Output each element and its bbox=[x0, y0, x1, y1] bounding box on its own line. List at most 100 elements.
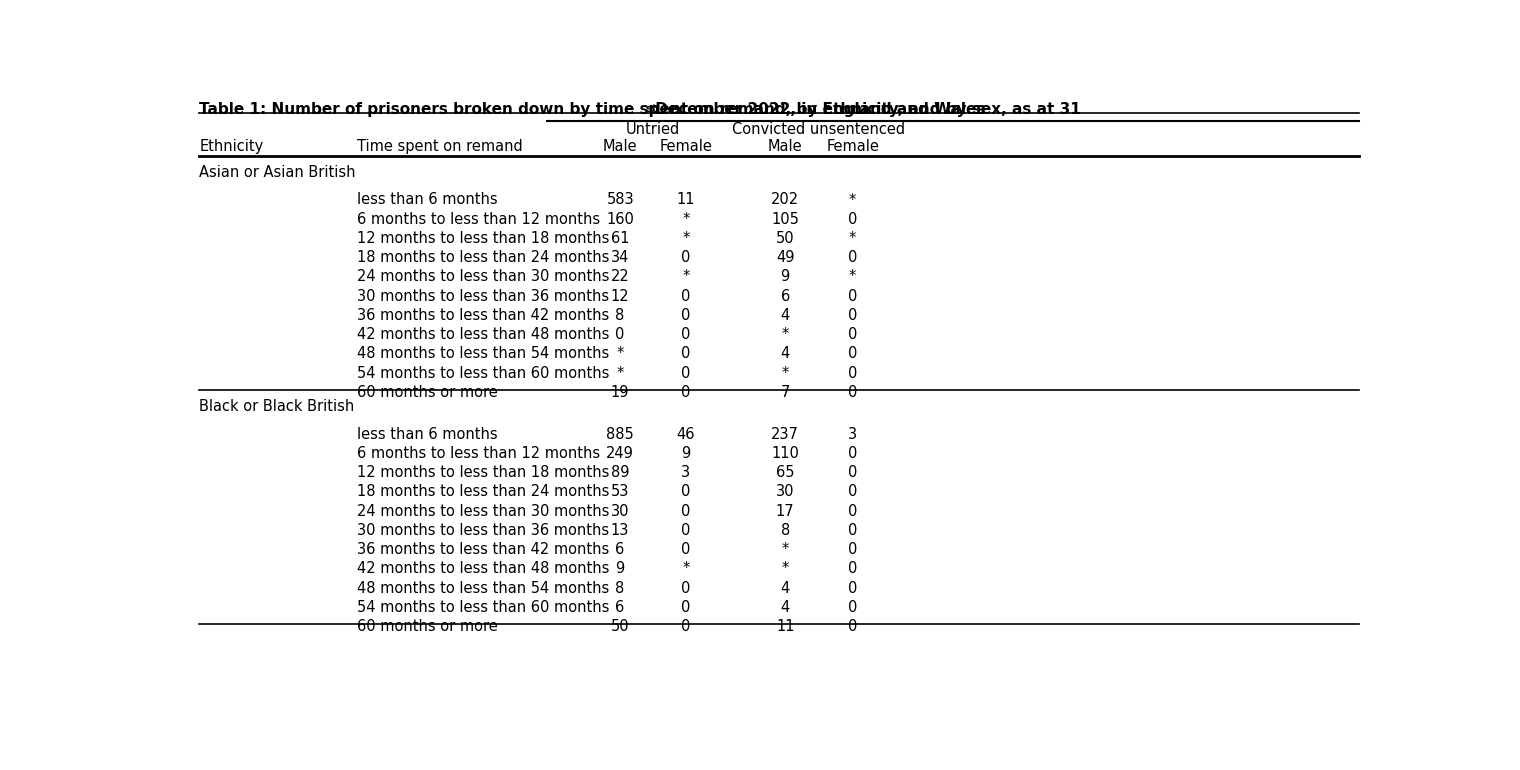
Text: 0: 0 bbox=[681, 327, 690, 342]
Text: *: * bbox=[781, 561, 789, 576]
Text: Untried: Untried bbox=[626, 122, 679, 137]
Text: 0: 0 bbox=[681, 346, 690, 361]
Text: *: * bbox=[781, 327, 789, 342]
Text: *: * bbox=[682, 561, 690, 576]
Text: 4: 4 bbox=[781, 600, 790, 614]
Text: *: * bbox=[682, 212, 690, 226]
Text: 30 months to less than 36 months: 30 months to less than 36 months bbox=[357, 289, 608, 303]
Text: 0: 0 bbox=[848, 308, 857, 323]
Text: Asian or Asian British: Asian or Asian British bbox=[199, 165, 356, 179]
Text: 0: 0 bbox=[681, 385, 690, 400]
Text: 7: 7 bbox=[780, 385, 790, 400]
Text: 34: 34 bbox=[611, 250, 629, 265]
Text: 11: 11 bbox=[775, 619, 795, 634]
Text: 9: 9 bbox=[681, 446, 690, 460]
Text: 60 months or more: 60 months or more bbox=[357, 385, 497, 400]
Text: 885: 885 bbox=[606, 427, 634, 441]
Text: 54 months to less than 60 months: 54 months to less than 60 months bbox=[357, 600, 610, 614]
Text: *: * bbox=[850, 231, 856, 246]
Text: 0: 0 bbox=[848, 619, 857, 634]
Text: Male: Male bbox=[768, 139, 803, 154]
Text: 12 months to less than 18 months: 12 months to less than 18 months bbox=[357, 465, 610, 480]
Text: December 2022, in England and Wales: December 2022, in England and Wales bbox=[651, 102, 985, 116]
Text: 48 months to less than 54 months: 48 months to less than 54 months bbox=[357, 581, 610, 595]
Text: 53: 53 bbox=[611, 484, 629, 499]
Text: Black or Black British: Black or Black British bbox=[199, 399, 354, 413]
Text: 12 months to less than 18 months: 12 months to less than 18 months bbox=[357, 231, 610, 246]
Text: 0: 0 bbox=[848, 523, 857, 537]
Text: Convicted unsentenced: Convicted unsentenced bbox=[733, 122, 906, 137]
Text: 8: 8 bbox=[781, 523, 790, 537]
Text: 583: 583 bbox=[606, 192, 634, 207]
Text: *: * bbox=[682, 231, 690, 246]
Text: 61: 61 bbox=[611, 231, 629, 246]
Text: 3: 3 bbox=[681, 465, 690, 480]
Text: 4: 4 bbox=[781, 346, 790, 361]
Text: 0: 0 bbox=[681, 600, 690, 614]
Text: 0: 0 bbox=[848, 385, 857, 400]
Text: 4: 4 bbox=[781, 308, 790, 323]
Text: 4: 4 bbox=[781, 581, 790, 595]
Text: 110: 110 bbox=[771, 446, 800, 460]
Text: Time spent on remand: Time spent on remand bbox=[357, 139, 523, 154]
Text: 0: 0 bbox=[681, 523, 690, 537]
Text: 3: 3 bbox=[848, 427, 857, 441]
Text: 42 months to less than 48 months: 42 months to less than 48 months bbox=[357, 327, 610, 342]
Text: 18 months to less than 24 months: 18 months to less than 24 months bbox=[357, 484, 610, 499]
Text: 50: 50 bbox=[611, 619, 629, 634]
Text: 105: 105 bbox=[771, 212, 800, 226]
Text: 6: 6 bbox=[781, 289, 790, 303]
Text: 30 months to less than 36 months: 30 months to less than 36 months bbox=[357, 523, 608, 537]
Text: Ethnicity: Ethnicity bbox=[199, 139, 263, 154]
Text: 160: 160 bbox=[606, 212, 634, 226]
Text: Male: Male bbox=[603, 139, 637, 154]
Text: *: * bbox=[682, 270, 690, 284]
Text: 0: 0 bbox=[848, 212, 857, 226]
Text: 8: 8 bbox=[616, 581, 625, 595]
Text: 237: 237 bbox=[771, 427, 800, 441]
Text: 0: 0 bbox=[681, 250, 690, 265]
Text: 13: 13 bbox=[611, 523, 629, 537]
Text: 49: 49 bbox=[775, 250, 795, 265]
Text: 0: 0 bbox=[681, 484, 690, 499]
Text: less than 6 months: less than 6 months bbox=[357, 192, 497, 207]
Text: less than 6 months: less than 6 months bbox=[357, 427, 497, 441]
Text: 9: 9 bbox=[616, 561, 625, 576]
Text: 0: 0 bbox=[848, 366, 857, 380]
Text: 0: 0 bbox=[681, 504, 690, 518]
Text: 30: 30 bbox=[611, 504, 629, 518]
Text: 0: 0 bbox=[848, 250, 857, 265]
Text: 8: 8 bbox=[616, 308, 625, 323]
Text: 17: 17 bbox=[775, 504, 795, 518]
Text: 50: 50 bbox=[775, 231, 795, 246]
Text: Female: Female bbox=[827, 139, 879, 154]
Text: 0: 0 bbox=[848, 561, 857, 576]
Text: *: * bbox=[781, 366, 789, 380]
Text: 0: 0 bbox=[848, 465, 857, 480]
Text: 0: 0 bbox=[848, 327, 857, 342]
Text: 48 months to less than 54 months: 48 months to less than 54 months bbox=[357, 346, 610, 361]
Text: 24 months to less than 30 months: 24 months to less than 30 months bbox=[357, 270, 610, 284]
Text: *: * bbox=[781, 542, 789, 557]
Text: 24 months to less than 30 months: 24 months to less than 30 months bbox=[357, 504, 610, 518]
Text: Female: Female bbox=[660, 139, 713, 154]
Text: 0: 0 bbox=[848, 600, 857, 614]
Text: 89: 89 bbox=[611, 465, 629, 480]
Text: *: * bbox=[850, 270, 856, 284]
Text: 36 months to less than 42 months: 36 months to less than 42 months bbox=[357, 308, 610, 323]
Text: 0: 0 bbox=[616, 327, 625, 342]
Text: 18 months to less than 24 months: 18 months to less than 24 months bbox=[357, 250, 610, 265]
Text: 0: 0 bbox=[681, 581, 690, 595]
Text: 0: 0 bbox=[848, 581, 857, 595]
Text: 0: 0 bbox=[681, 366, 690, 380]
Text: 54 months to less than 60 months: 54 months to less than 60 months bbox=[357, 366, 610, 380]
Text: *: * bbox=[850, 192, 856, 207]
Text: 65: 65 bbox=[775, 465, 795, 480]
Text: 0: 0 bbox=[681, 619, 690, 634]
Text: 0: 0 bbox=[848, 542, 857, 557]
Text: *: * bbox=[617, 366, 623, 380]
Text: 0: 0 bbox=[848, 289, 857, 303]
Text: 0: 0 bbox=[848, 446, 857, 460]
Text: 60 months or more: 60 months or more bbox=[357, 619, 497, 634]
Text: 0: 0 bbox=[681, 289, 690, 303]
